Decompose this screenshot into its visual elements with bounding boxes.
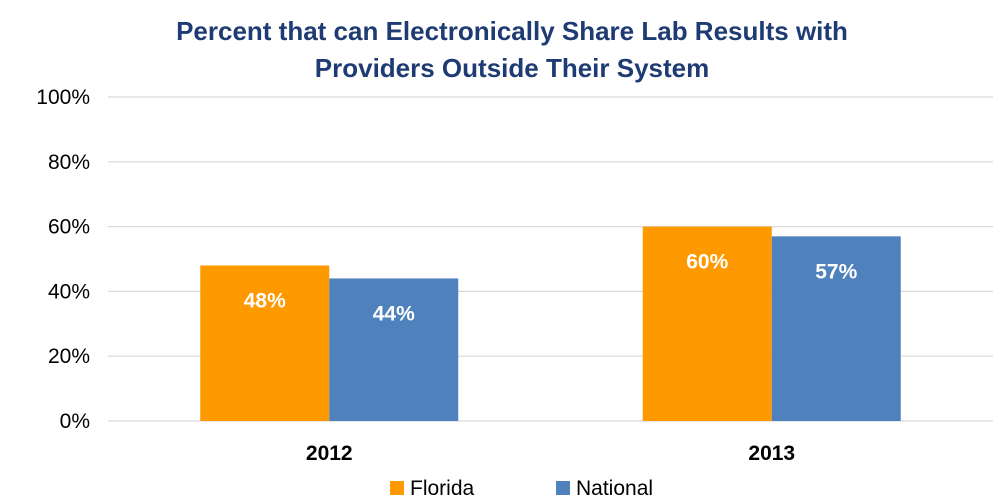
legend-label-florida: Florida [410,477,475,498]
legend-swatch-national [556,481,570,495]
y-tick-label: 100% [36,86,90,109]
data-label-florida-2012: 48% [244,289,286,312]
data-label-national-2013: 57% [815,260,857,283]
bar-national-2012 [329,278,459,421]
y-axis-tick-labels: 0% 20% 40% 60% 80% 100% [36,86,90,433]
y-tick-label: 60% [48,216,90,239]
bar-national-2013 [771,236,901,421]
y-tick-label: 80% [48,151,90,174]
data-label-florida-2013: 60% [686,251,728,274]
bar-florida-2012 [200,265,330,421]
legend-label-national: National [576,477,653,498]
y-tick-label: 20% [48,345,90,368]
legend-swatch-florida [390,481,404,495]
chart-title: Percent that can Electronically Share La… [176,16,848,83]
x-axis-category-labels: 2012 2013 [306,442,795,465]
y-tick-label: 40% [48,280,90,303]
bar-florida-2013 [642,226,772,421]
chart-title-line-1: Percent that can Electronically Share La… [176,16,848,46]
chart-title-line-2: Providers Outside Their System [315,53,709,83]
data-label-national-2012: 44% [373,302,415,325]
x-category-label: 2012 [306,442,353,465]
bars [200,226,901,421]
legend: Florida National [390,477,653,498]
y-tick-label: 0% [60,410,90,433]
data-labels: 48% 44% 60% 57% [244,251,858,326]
x-category-label: 2013 [748,442,795,465]
